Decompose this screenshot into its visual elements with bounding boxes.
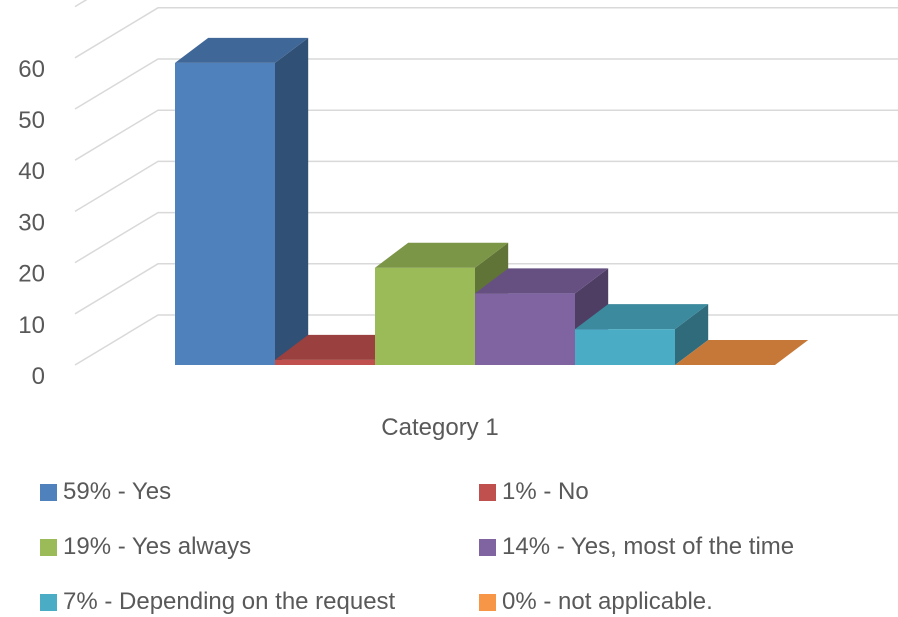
bar-top (575, 304, 709, 330)
y-tick-label: 60 (18, 56, 45, 83)
legend-item-no: 1% - No (479, 478, 589, 506)
legend-item-depending: 7% - Depending on the request (40, 588, 395, 616)
y-tick-label: 0 (32, 363, 45, 390)
y-tick-label: 30 (18, 209, 45, 236)
y-tick-label: 20 (18, 261, 45, 288)
legend-label-depending: 7% - Depending on the request (63, 588, 396, 615)
bar-front (275, 359, 375, 365)
grid-line (74, 109, 898, 161)
legend-swatch-most-of-the-time (479, 538, 496, 556)
y-tick-label: 10 (18, 312, 45, 339)
bar-top (475, 268, 609, 294)
legend-label-not-applicable: 0% - not applicable. (502, 588, 713, 615)
bar-series (175, 37, 809, 366)
grid-line (74, 160, 898, 213)
bar-front (575, 329, 675, 365)
bar-4 (475, 268, 609, 365)
bar-front (375, 267, 475, 365)
grid-line (74, 211, 898, 264)
legend-item-yes-always: 19% - Yes always (40, 533, 251, 561)
legend-label-no: 1% - No (502, 478, 589, 505)
legend-item-not-applicable: 0% - not applicable. (479, 588, 713, 616)
grid-line (74, 0, 88, 8)
category-label: Category 1 (381, 414, 498, 441)
bar-front (475, 293, 575, 365)
legend-label-yes-always: 19% - Yes always (63, 533, 252, 560)
bar-1 (175, 37, 309, 366)
bar-6 (675, 340, 809, 365)
legend-label-yes: 59% - Yes (63, 478, 172, 505)
bar-side (275, 37, 309, 366)
grid-lines (74, 0, 898, 366)
bar-side (675, 304, 709, 365)
bar-5 (575, 304, 709, 365)
bar-front (175, 62, 275, 366)
legend-swatch-no (479, 483, 496, 501)
bar-top (375, 242, 509, 268)
bar-top (675, 340, 809, 365)
y-axis-ticks: 0 10 20 30 40 50 60 (18, 56, 45, 390)
bar-top (275, 334, 409, 360)
y-tick-label: 40 (18, 158, 45, 185)
legend-swatch-yes-always (40, 538, 57, 556)
grid-line (74, 58, 898, 110)
grid-line (74, 7, 898, 59)
legend-label-most-of-the-time: 14% - Yes, most of the time (502, 533, 795, 560)
bar-top (175, 37, 309, 63)
legend-swatch-depending (40, 593, 57, 611)
legend-swatch-not-applicable (479, 593, 496, 611)
legend-item-yes: 59% - Yes (40, 478, 171, 506)
y-tick-label: 50 (18, 107, 45, 134)
grid-line (74, 263, 898, 315)
legend-item-most-of-the-time: 14% - Yes, most of the time (479, 533, 794, 561)
legend-swatch-yes (40, 483, 57, 501)
